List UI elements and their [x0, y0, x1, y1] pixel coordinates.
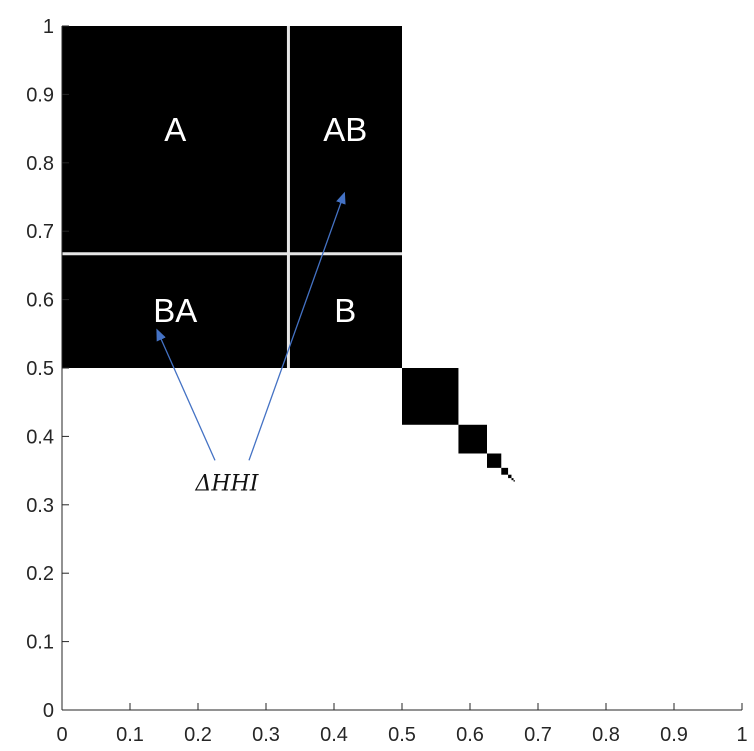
region-labels: A AB BA B: [153, 111, 367, 329]
annotation: ΔHHI: [156, 191, 346, 496]
y-tick-label: 0.3: [26, 495, 54, 517]
x-tick-label: 0.9: [660, 724, 688, 746]
region-step-10: [513, 480, 515, 482]
region-step-4: [402, 368, 459, 425]
region-b: [288, 253, 402, 368]
annotation-arrow-ba: [156, 328, 216, 461]
x-tick-label: 1: [736, 724, 747, 746]
region-ab: [288, 26, 402, 254]
region-ba: [62, 253, 289, 368]
region-label-ab: AB: [323, 111, 367, 148]
x-tick-label: 0.3: [252, 724, 280, 746]
y-tick-label: 0.1: [26, 632, 54, 654]
annotation-label: ΔHHI: [195, 471, 260, 496]
region-step-5: [458, 424, 487, 454]
y-tick-label: 0.7: [26, 221, 54, 243]
region-label-b: B: [334, 292, 356, 329]
y-tick-label: 0: [43, 700, 54, 722]
region-step-7: [501, 467, 509, 475]
x-tick-label: 0.7: [524, 724, 552, 746]
region-step-6: [487, 453, 502, 468]
x-tick-label: 0.4: [320, 724, 348, 746]
y-tick-label: 0.9: [26, 84, 54, 106]
y-tick-label: 0.6: [26, 290, 54, 312]
y-tick-label: 0.8: [26, 153, 54, 175]
region-a: [62, 26, 289, 254]
x-tick-label: 0.8: [592, 724, 620, 746]
x-tick-label: 0.1: [116, 724, 144, 746]
annotation-arrow-ab: [248, 191, 346, 461]
y-tick-label: 0.2: [26, 563, 54, 585]
x-tick-label: 0.5: [388, 724, 416, 746]
region-step-8: [508, 474, 512, 479]
heatmap-regions: [62, 26, 515, 482]
axes: 0 0.1 0.2 0.3 0.4 0.5 0.6 0.7 0.8 0.9 1 0 0.1 0.2 0.3 0…: [26, 16, 747, 746]
region-label-ba: BA: [153, 292, 197, 329]
x-tick-label: 0.6: [456, 724, 484, 746]
x-tick-label: 0.2: [184, 724, 212, 746]
region-step-9: [511, 478, 514, 481]
y-tick-label: 0.5: [26, 358, 54, 380]
y-tick-label: 1: [43, 16, 54, 38]
x-tick-label: 0: [56, 724, 67, 746]
region-label-a: A: [164, 111, 186, 148]
y-tick-label: 0.4: [26, 426, 54, 448]
